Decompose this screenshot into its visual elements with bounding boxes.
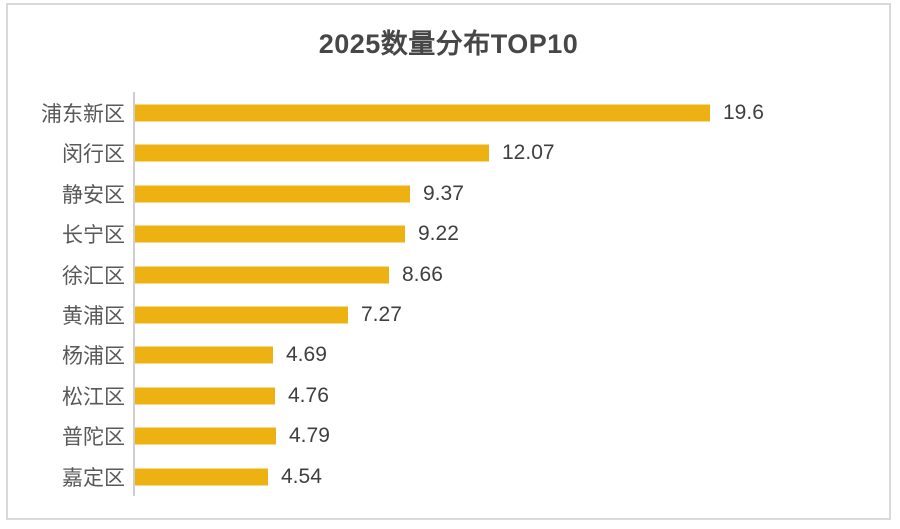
category-label: 杨浦区 xyxy=(62,345,125,368)
category-label: 浦东新区 xyxy=(41,103,125,126)
value-label: 7.27 xyxy=(361,303,402,326)
bar xyxy=(135,306,348,324)
value-label: 19.6 xyxy=(723,101,764,124)
category-label: 松江区 xyxy=(62,386,125,409)
chart-title: 2025数量分布TOP10 xyxy=(318,29,579,59)
bar xyxy=(135,266,389,284)
bar-row: 长宁区 9.22 xyxy=(0,214,900,254)
bar-row: 嘉定区 4.54 xyxy=(0,457,900,497)
bar-row: 松江区 4.76 xyxy=(0,376,900,416)
y-axis-line xyxy=(133,92,135,496)
value-label: 8.66 xyxy=(402,263,443,286)
category-label: 静安区 xyxy=(62,184,125,207)
bar xyxy=(135,144,489,162)
bar xyxy=(135,225,405,243)
bar xyxy=(135,185,410,203)
value-label: 9.37 xyxy=(423,182,464,205)
bar xyxy=(135,427,276,445)
category-label: 闵行区 xyxy=(62,143,125,166)
bar xyxy=(135,468,268,486)
bar xyxy=(135,346,273,364)
value-label: 9.22 xyxy=(418,222,459,245)
category-label: 长宁区 xyxy=(62,224,125,247)
category-label: 嘉定区 xyxy=(62,467,125,490)
bar-row: 杨浦区 4.69 xyxy=(0,335,900,375)
bar xyxy=(135,387,275,405)
bar-row: 静安区 9.37 xyxy=(0,174,900,214)
bar-row: 闵行区 12.07 xyxy=(0,133,900,173)
bar xyxy=(135,104,710,122)
category-label: 黄浦区 xyxy=(62,305,125,328)
bar-row: 浦东新区 19.6 xyxy=(0,93,900,133)
value-label: 4.54 xyxy=(281,465,322,488)
bar-row: 黄浦区 7.27 xyxy=(0,295,900,335)
value-label: 4.79 xyxy=(289,424,330,447)
plot-area: 浦东新区 19.6 闵行区 12.07 静安区 9.37 长宁区 9.22 徐汇区 8.66 黄浦区… xyxy=(0,93,900,497)
value-label: 4.69 xyxy=(286,343,327,366)
value-label: 12.07 xyxy=(502,141,555,164)
category-label: 徐汇区 xyxy=(62,265,125,288)
value-label: 4.76 xyxy=(288,384,329,407)
bar-row: 普陀区 4.79 xyxy=(0,416,900,456)
bar-row: 徐汇区 8.66 xyxy=(0,255,900,295)
category-label: 普陀区 xyxy=(62,426,125,449)
